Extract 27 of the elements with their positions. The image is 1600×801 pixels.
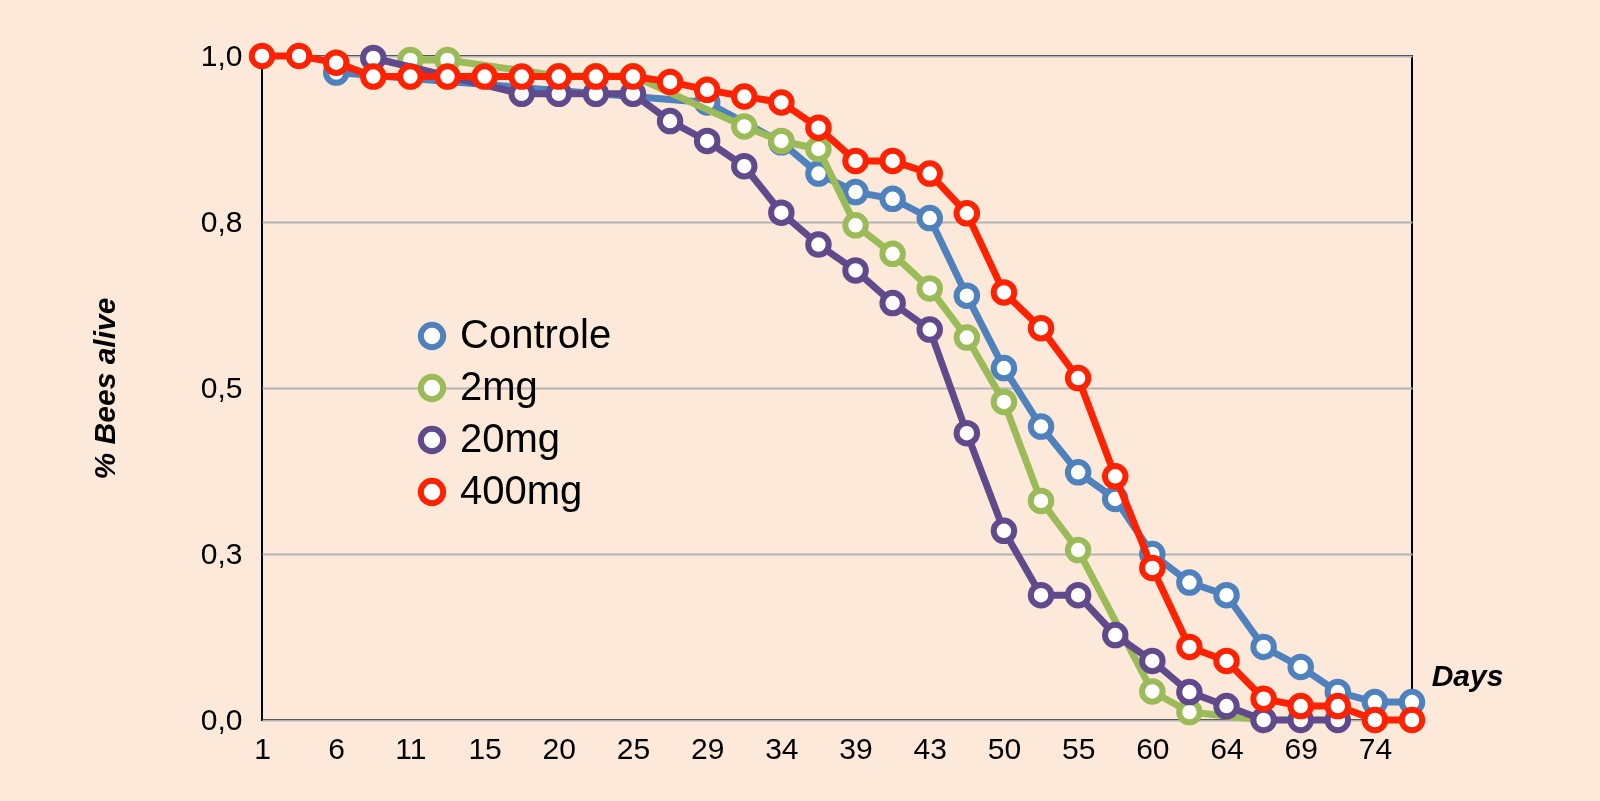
legend-label: 20mg [460,416,561,460]
x-tick-label: 6 [328,731,346,765]
x-tick-label: 43 [913,731,947,765]
x-tick-label: 69 [1284,731,1318,765]
x-tick-label: 1 [254,731,271,765]
x-tick-label: 39 [839,731,873,765]
x-tick-label: 55 [1061,731,1096,765]
x-tick-label: 50 [987,731,1022,765]
y-tick-label: 0,0 [200,702,243,736]
x-tick-label: 60 [1136,731,1170,765]
x-tick-label: 64 [1210,731,1244,765]
y-tick-label: 0,3 [200,536,243,570]
y-axis-title: % Bees alive [87,297,121,480]
x-tick-label: 29 [690,731,725,765]
x-tick-label: 20 [542,731,576,765]
x-tick-label: 11 [395,731,427,765]
y-tick-label: 0,5 [200,370,243,404]
legend-label: 400mg [460,468,583,512]
x-tick-label: 34 [765,731,799,765]
x-axis-title: Days [1431,658,1504,692]
y-tick-label: 0,8 [200,204,243,238]
x-tick-label: 25 [616,731,651,765]
x-tick-label: 74 [1358,731,1393,765]
legend-label: Controle [460,312,612,356]
y-tick-label: 1,0 [200,38,243,72]
legend-label: 2mg [460,364,538,408]
x-tick-label: 15 [468,731,502,765]
